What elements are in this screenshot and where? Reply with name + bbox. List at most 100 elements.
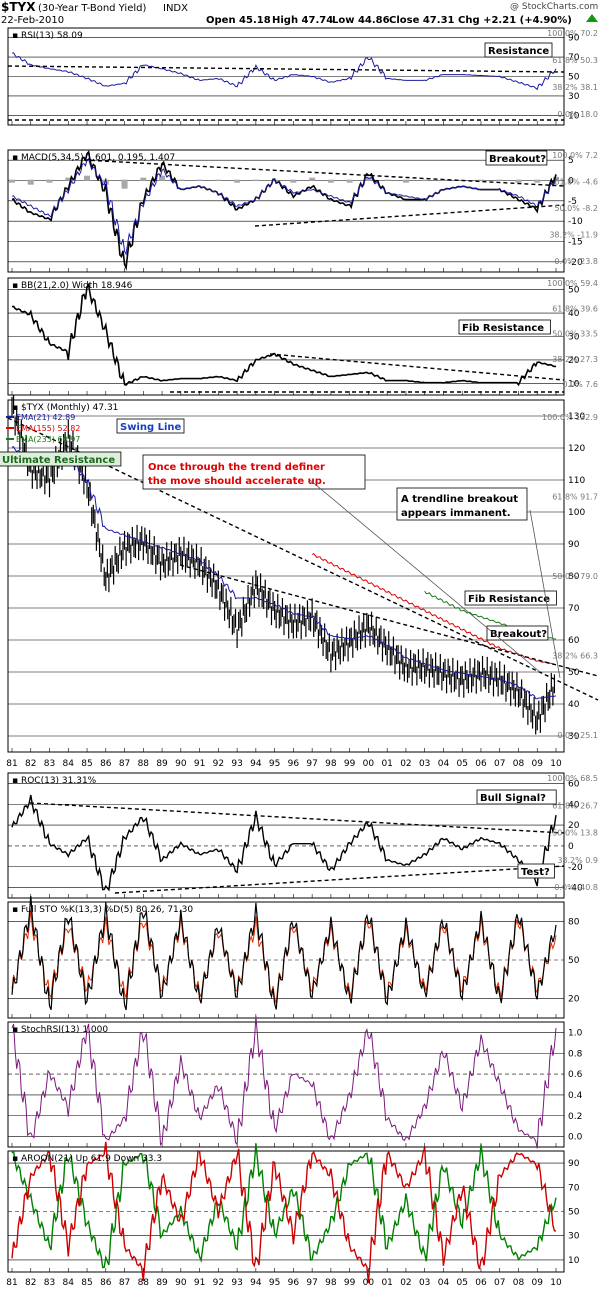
roc-tick-label: -40 [568, 884, 583, 894]
rsi-fib-label: 100.0% 70.2 [547, 29, 598, 38]
macd-hist-bar [196, 179, 203, 181]
macd-fib-label: 50.0% -8.2 [554, 204, 598, 213]
macd-hist-bar [496, 179, 503, 181]
roc-tick-label: 60 [568, 779, 580, 789]
breakout-note-macd-box [485, 150, 548, 166]
macd-hist-bar [215, 179, 222, 181]
year-label: 88 [138, 1278, 150, 1288]
stochrsi-tick-label: 0.2 [568, 1112, 582, 1122]
macd-hist-bar [177, 179, 184, 181]
macd-hist-bar [534, 179, 541, 183]
roc-resistance-trend [29, 802, 565, 834]
stochrsi-title: ▪ StochRSI(13) 1.000 [12, 1025, 108, 1035]
rsi-tick-label: 30 [568, 92, 580, 102]
macd-resistance-trend [83, 159, 565, 187]
ultimate-resistance-note: Ultimate Resistance [2, 455, 115, 466]
year-label: 03 [419, 1278, 430, 1288]
breakout-text-box [396, 487, 528, 521]
macd-hist-bar [252, 179, 259, 181]
ema-line-1 [11, 446, 557, 700]
aroon-tick-label: 70 [568, 1183, 580, 1193]
macd-tick-label: -5 [568, 197, 577, 207]
legend-entry: EMA(233) 60.97 [16, 435, 80, 444]
price-tick-label: 60 [568, 636, 580, 646]
year-label: 00 [363, 1278, 375, 1288]
aroon-panel: 90 70 50 30 10 ▪ AROON(21) Up 61.9 Down 33.3 [7, 1141, 580, 1284]
roc-panel: 60 40 20 0 -20 -40 ▪ ROC(13) 31.31% 100.0% 68.5… [7, 772, 598, 899]
price-fib-label: 50.0% 79.0 [552, 572, 598, 581]
macd-hist-bar [27, 179, 34, 185]
price-tick-label: 120 [568, 444, 585, 454]
macd-hist-bar [346, 179, 353, 183]
year-label: 06 [475, 1278, 487, 1288]
fib-resistance-note-price-box [464, 590, 557, 606]
breakout-note-1: A trendline breakout [401, 494, 518, 505]
macd-hist-bar [121, 179, 128, 189]
bull-signal-note: Bull Signal? [480, 793, 546, 804]
price-tick-label: 110 [568, 476, 585, 486]
year-label: 86 [100, 759, 112, 769]
macd-fib-label: 38.2% -11.9 [549, 231, 598, 240]
macd-fib-label: 61.8% -4.6 [554, 178, 598, 187]
bb-tick-label: 30 [568, 333, 580, 343]
rsi-title: ▪ RSI(13) 58.09 [12, 31, 83, 41]
rsi-tick-label: 70 [568, 53, 580, 63]
year-label: 01 [381, 1278, 392, 1288]
macd-panel: 5 0 -5 -10 -15 -20 ▪ MACD(5,34,5) 1.601, 0.195… [7, 149, 598, 273]
stochrsi-line [11, 1016, 557, 1149]
x-axis-labels-top: 81 82 83 84 85 86 87 88 89 90 91 92 93 94 95 96 97 98 99 00… [6, 759, 562, 769]
macd-hist-bar [327, 179, 334, 183]
year-label: 93 [231, 1278, 242, 1288]
year-label: 92 [213, 759, 224, 769]
symbol: $TYX [1, 0, 36, 14]
year-label: 06 [475, 759, 487, 769]
year-label: 08 [513, 1278, 525, 1288]
macd-hist-bar [46, 179, 53, 183]
bb-fib-label: 0.0% 7.6 [562, 380, 598, 389]
macd-hist-bar [65, 177, 72, 181]
roc-support-trend [114, 865, 565, 894]
bb-fib-label: 38.2% 27.3 [552, 355, 598, 364]
price-fib-label: 0.0% 25.1 [557, 731, 598, 740]
roc-fib-label: 61.8% 26.7 [552, 801, 598, 810]
price-tick-label: 40 [568, 700, 580, 710]
year-label: 97 [306, 759, 317, 769]
roc-line [11, 794, 557, 892]
roc-tick-label: 20 [568, 821, 580, 831]
bbwidth-panel: 50 40 30 20 10 ▪ BB(21,2.0) Width 18.946 100.0… [7, 277, 598, 396]
roc-fib-label: 0.0% -40.8 [554, 883, 598, 892]
year-label: 96 [288, 1278, 300, 1288]
macd-hist-bar [290, 179, 297, 183]
stoch-tick-label: 20 [568, 995, 580, 1005]
legend-entry: EMA(155) 52.82 [16, 424, 80, 433]
stoch-k-line [11, 895, 557, 1011]
bb-tick-label: 10 [568, 379, 580, 389]
stochrsi-tick-label: 1.0 [568, 1028, 583, 1038]
year-label: 81 [6, 1278, 17, 1288]
year-label: 88 [138, 759, 150, 769]
roc-tick-label: 0 [568, 842, 574, 852]
year-label: 92 [213, 1278, 224, 1288]
stochrsi-tick-label: 0.6 [568, 1070, 583, 1080]
aroon-tick-label: 90 [568, 1159, 580, 1169]
ema-line-2 [311, 553, 557, 666]
resistance-note-box [484, 42, 553, 58]
roc-title: ▪ ROC(13) 31.31% [12, 776, 97, 786]
year-label: 91 [194, 759, 205, 769]
roc-fib-label: 50.0% 13.8 [552, 829, 598, 838]
year-label: 99 [344, 759, 356, 769]
up-triangle-icon [586, 14, 598, 22]
close-value: Close 47.31 [389, 15, 455, 26]
roc-fib-label: 38.2% 0.9 [557, 856, 598, 865]
year-label: 90 [175, 759, 187, 769]
trend-definer-box [142, 454, 366, 490]
swing-trend-line [179, 564, 599, 677]
price-tick-label: 70 [568, 604, 580, 614]
year-label: 81 [6, 759, 17, 769]
macd-support-trend [254, 204, 565, 227]
year-label: 82 [25, 1278, 36, 1288]
trend-definer-note-2: the move should accelerate up. [148, 476, 326, 487]
macd-tick-label: -10 [568, 217, 583, 227]
year-label: 98 [325, 759, 337, 769]
year-label: 95 [269, 759, 280, 769]
